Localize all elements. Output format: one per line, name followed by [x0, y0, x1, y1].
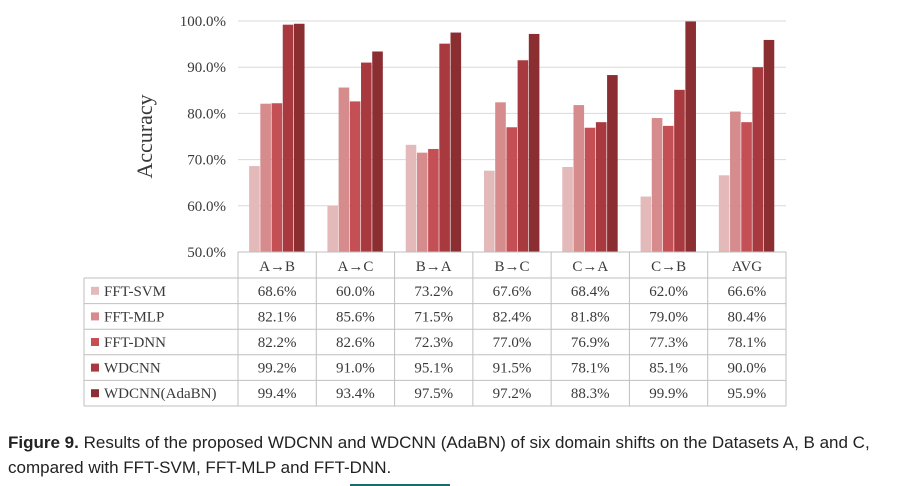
y-axis-label: Accuracy	[132, 94, 157, 178]
data-label: 82.2%	[258, 335, 297, 351]
x-category-label: C→B	[651, 259, 686, 275]
legend-swatch	[91, 338, 99, 346]
bar	[361, 62, 372, 252]
data-label: 99.4%	[258, 386, 297, 402]
data-label: 80.4%	[727, 309, 766, 325]
y-tick-label: 80.0%	[187, 106, 226, 122]
bar	[293, 23, 305, 252]
accuracy-bar-chart: 50.0% 60.0% 70.0% 80.0% 90.0% 100.0% Accuracy A…	[83, 14, 787, 407]
bar	[584, 127, 596, 252]
data-label: 85.6%	[336, 309, 375, 325]
data-label: 85.1%	[649, 361, 688, 377]
legend-swatch	[91, 312, 99, 321]
bar	[573, 105, 585, 252]
data-label: 68.6%	[258, 284, 297, 300]
y-tick-label: 100.0%	[180, 14, 226, 30]
caption-label: Figure 9.	[8, 433, 79, 452]
data-label: 97.2%	[493, 386, 532, 402]
bar	[640, 196, 652, 252]
x-category-label: A→B	[259, 259, 295, 275]
bar	[327, 205, 339, 252]
legend-swatch	[91, 286, 99, 295]
data-label: 82.1%	[258, 309, 297, 325]
data-label: 99.2%	[258, 361, 297, 377]
bar	[484, 170, 495, 252]
bar	[718, 175, 730, 252]
caption-text: Results of the proposed WDCNN and WDCNN …	[8, 433, 870, 477]
bar	[528, 33, 540, 252]
data-label: 71.5%	[414, 309, 453, 325]
bar	[349, 101, 361, 252]
figure-caption: Figure 9. Results of the proposed WDCNN …	[8, 430, 888, 480]
y-tick-label: 90.0%	[187, 60, 226, 76]
data-label: 77.3%	[649, 335, 688, 351]
x-category-label: B→C	[494, 259, 529, 275]
bar	[741, 122, 752, 252]
y-tick-label: 60.0%	[187, 199, 226, 215]
bar	[662, 125, 674, 252]
x-category-label: A→C	[338, 259, 374, 275]
bar	[651, 118, 663, 253]
data-label: 77.0%	[493, 335, 532, 351]
data-label: 82.4%	[493, 309, 532, 325]
bar	[517, 60, 529, 252]
bar	[607, 75, 618, 252]
data-label: 62.0%	[649, 284, 688, 300]
legend-label: WDCNN(AdaBN)	[104, 386, 216, 402]
bar	[405, 144, 417, 252]
bar	[506, 127, 517, 252]
data-label: 90.0%	[727, 361, 766, 377]
data-label: 93.4%	[336, 386, 375, 402]
data-label: 91.5%	[493, 361, 532, 377]
legend-label: FFT-DNN	[104, 335, 166, 351]
y-tick-label: 50.0%	[187, 245, 226, 261]
data-label: 68.4%	[571, 284, 610, 300]
legend-label: WDCNN	[104, 361, 161, 377]
data-label: 95.9%	[727, 386, 766, 402]
data-label: 82.6%	[336, 335, 375, 351]
y-tick-label: 70.0%	[187, 153, 226, 169]
bar	[674, 89, 685, 252]
data-label: 66.6%	[727, 284, 766, 300]
data-label: 60.0%	[336, 284, 375, 300]
bar	[439, 43, 450, 252]
legend-swatch	[91, 363, 99, 372]
bar	[372, 51, 383, 252]
bar	[249, 166, 260, 252]
data-label: 97.5%	[414, 386, 453, 402]
data-label: 95.1%	[414, 361, 453, 377]
bar	[730, 111, 741, 252]
bar	[763, 39, 775, 252]
x-category-label: AVG	[732, 259, 763, 275]
data-label: 78.1%	[571, 361, 610, 377]
data-label: 79.0%	[649, 309, 688, 325]
bar	[338, 87, 350, 252]
legend-swatch	[91, 389, 99, 398]
bar	[416, 152, 428, 252]
bar	[685, 21, 696, 252]
data-label: 91.0%	[336, 361, 375, 377]
bar	[450, 32, 462, 252]
bar	[282, 24, 294, 252]
legend-label: FFT-SVM	[104, 284, 166, 300]
data-label: 76.9%	[571, 335, 610, 351]
data-label: 67.6%	[493, 284, 532, 300]
bar	[595, 122, 607, 252]
bar	[260, 103, 271, 252]
data-label: 78.1%	[727, 335, 766, 351]
x-category-label: B→A	[416, 259, 452, 275]
data-label: 72.3%	[414, 335, 453, 351]
bar	[495, 102, 506, 252]
bar	[562, 166, 573, 252]
data-label: 99.9%	[649, 386, 688, 402]
link-underline	[350, 484, 450, 486]
data-label: 88.3%	[571, 386, 610, 402]
data-label: 81.8%	[571, 309, 610, 325]
data-label: 73.2%	[414, 284, 453, 300]
bar	[428, 148, 439, 252]
legend-label: FFT-MLP	[104, 309, 164, 325]
bar	[752, 67, 764, 252]
bar	[271, 103, 283, 253]
x-category-label: C→A	[572, 259, 608, 275]
